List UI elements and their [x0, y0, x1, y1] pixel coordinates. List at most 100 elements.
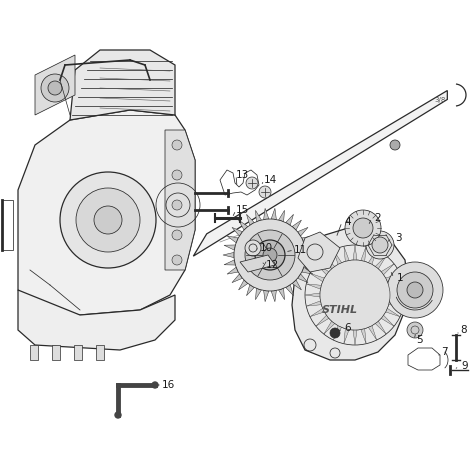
Polygon shape: [316, 315, 329, 326]
Circle shape: [172, 170, 182, 180]
Text: 6: 6: [345, 323, 351, 333]
Circle shape: [345, 210, 381, 246]
Polygon shape: [298, 274, 308, 283]
Circle shape: [372, 237, 388, 253]
Circle shape: [246, 177, 258, 189]
Circle shape: [48, 81, 62, 95]
Circle shape: [172, 230, 182, 240]
Polygon shape: [386, 273, 400, 282]
Polygon shape: [361, 246, 366, 261]
Circle shape: [366, 231, 394, 259]
Circle shape: [245, 240, 261, 256]
Polygon shape: [18, 290, 175, 350]
Circle shape: [263, 248, 277, 262]
Polygon shape: [232, 274, 243, 283]
Polygon shape: [271, 291, 276, 302]
Polygon shape: [353, 330, 357, 345]
Polygon shape: [298, 228, 308, 236]
Polygon shape: [193, 91, 447, 256]
Polygon shape: [324, 256, 335, 269]
Polygon shape: [264, 208, 269, 219]
Polygon shape: [361, 328, 366, 344]
Polygon shape: [310, 273, 324, 282]
Polygon shape: [30, 345, 38, 360]
Circle shape: [94, 206, 122, 234]
Polygon shape: [165, 130, 195, 270]
Text: 15: 15: [236, 205, 249, 215]
Text: 13: 13: [236, 170, 249, 180]
Circle shape: [76, 188, 140, 252]
Polygon shape: [96, 345, 104, 360]
Polygon shape: [292, 280, 301, 290]
Polygon shape: [223, 252, 234, 258]
Polygon shape: [316, 264, 329, 275]
Polygon shape: [381, 264, 394, 275]
Polygon shape: [381, 315, 394, 326]
Polygon shape: [292, 220, 301, 230]
Polygon shape: [302, 267, 313, 274]
Text: STIHL: STIHL: [322, 305, 358, 315]
Polygon shape: [306, 284, 321, 289]
Circle shape: [387, 262, 443, 318]
Polygon shape: [35, 55, 75, 115]
Polygon shape: [224, 245, 236, 250]
Polygon shape: [306, 252, 317, 258]
Text: 5: 5: [417, 335, 423, 345]
Polygon shape: [306, 301, 321, 306]
Polygon shape: [224, 260, 236, 265]
Circle shape: [320, 260, 390, 330]
Polygon shape: [232, 228, 243, 236]
Polygon shape: [246, 214, 255, 225]
Polygon shape: [279, 288, 284, 300]
Polygon shape: [344, 246, 349, 261]
Text: 3/8: 3/8: [434, 97, 446, 103]
Polygon shape: [286, 214, 293, 225]
Polygon shape: [52, 345, 60, 360]
Polygon shape: [375, 321, 386, 334]
Circle shape: [172, 140, 182, 150]
Circle shape: [390, 140, 400, 150]
Circle shape: [60, 172, 156, 268]
Circle shape: [234, 219, 306, 291]
Text: 1: 1: [397, 273, 403, 283]
Text: 14: 14: [264, 175, 277, 185]
Text: 12: 12: [265, 260, 279, 270]
Text: 16: 16: [161, 380, 174, 390]
Polygon shape: [271, 208, 276, 219]
Polygon shape: [279, 210, 284, 222]
Polygon shape: [375, 256, 386, 269]
Text: 2: 2: [374, 213, 381, 223]
Polygon shape: [368, 326, 377, 340]
Polygon shape: [310, 309, 324, 317]
Polygon shape: [333, 250, 342, 264]
Circle shape: [255, 240, 285, 270]
Polygon shape: [238, 280, 248, 290]
Circle shape: [397, 272, 433, 308]
Text: 9: 9: [462, 361, 468, 371]
Circle shape: [259, 186, 271, 198]
Polygon shape: [333, 326, 342, 340]
Polygon shape: [368, 250, 377, 264]
Text: 10: 10: [259, 243, 273, 253]
Circle shape: [245, 230, 295, 280]
Polygon shape: [298, 232, 340, 272]
Polygon shape: [18, 110, 195, 315]
Circle shape: [353, 218, 373, 238]
Polygon shape: [74, 345, 82, 360]
Polygon shape: [246, 285, 255, 296]
Polygon shape: [227, 236, 238, 243]
Polygon shape: [264, 291, 269, 302]
Polygon shape: [324, 321, 335, 334]
Circle shape: [41, 74, 69, 102]
Circle shape: [152, 382, 158, 388]
Polygon shape: [305, 293, 320, 297]
Polygon shape: [353, 245, 357, 260]
Polygon shape: [386, 309, 400, 317]
Text: 7: 7: [441, 347, 447, 357]
Polygon shape: [70, 50, 175, 120]
Circle shape: [172, 200, 182, 210]
Text: 8: 8: [461, 325, 467, 335]
Polygon shape: [255, 288, 262, 300]
Polygon shape: [305, 245, 316, 250]
Circle shape: [330, 328, 340, 338]
